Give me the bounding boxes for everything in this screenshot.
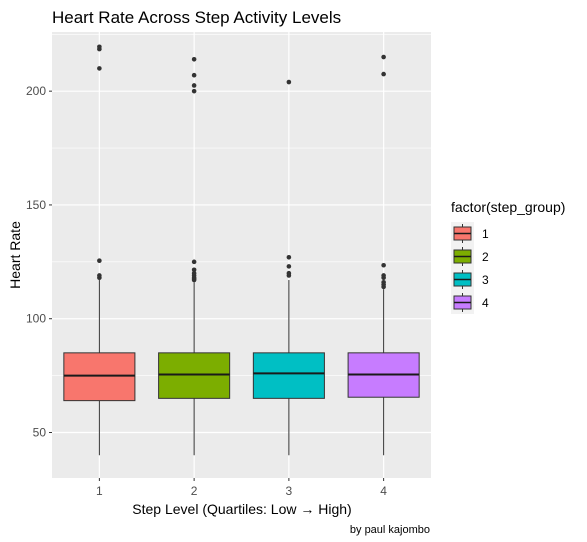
boxes (63, 44, 420, 456)
outlier-point (381, 71, 386, 77)
chart-title: Heart Rate Across Step Activity Levels (52, 8, 341, 27)
outlier-point (191, 270, 197, 276)
outlier-point (191, 88, 197, 94)
outlier-point (286, 270, 292, 276)
outlier-point (286, 254, 292, 260)
outlier-point (381, 280, 386, 285)
legend-label: 4 (482, 296, 489, 310)
y-axis-title: Heart Rate (7, 221, 23, 289)
outlier-point (286, 264, 292, 269)
x-tick-label: 4 (380, 484, 387, 498)
y-tick-label: 100 (26, 312, 46, 326)
plot-panel (52, 32, 431, 478)
legend: factor(step_group) 1 2 3 4 (451, 199, 565, 314)
outlier-point (97, 258, 102, 263)
x-axis-title: Step Level (Quartiles: Low → High) (132, 501, 351, 517)
caption: by paul kajombo (350, 524, 430, 536)
outlier-point (381, 273, 386, 278)
box (252, 352, 325, 399)
legend-label: 1 (482, 227, 489, 241)
y-axis: 50 100 150 200 (26, 84, 52, 439)
box-group-1 (63, 44, 136, 456)
x-axis: 1 2 3 4 (96, 478, 387, 498)
legend-label: 3 (482, 273, 489, 287)
outlier-point (381, 54, 386, 60)
box (63, 352, 136, 402)
legend-title: factor(step_group) (451, 199, 565, 215)
box-group-2 (158, 57, 231, 456)
y-tick-label: 200 (26, 84, 46, 98)
box (158, 352, 231, 399)
x-tick-label: 3 (286, 484, 293, 498)
x-tick-label: 1 (96, 484, 103, 498)
x-tick-label: 2 (191, 484, 198, 498)
outlier-point (97, 273, 102, 278)
y-tick-label: 50 (33, 425, 47, 439)
box-group-3 (252, 79, 325, 456)
legend-label: 2 (482, 250, 489, 264)
outlier-point (286, 79, 292, 85)
y-tick-label: 150 (26, 198, 46, 212)
outlier-point (97, 44, 102, 50)
outlier-point (191, 72, 197, 78)
outlier-point (381, 262, 386, 268)
outlier-point (191, 267, 197, 273)
outlier-point (191, 259, 197, 265)
outlier-point (191, 83, 197, 88)
outlier-point (191, 57, 197, 62)
outlier-point (97, 66, 102, 71)
box-group-4 (347, 54, 420, 456)
